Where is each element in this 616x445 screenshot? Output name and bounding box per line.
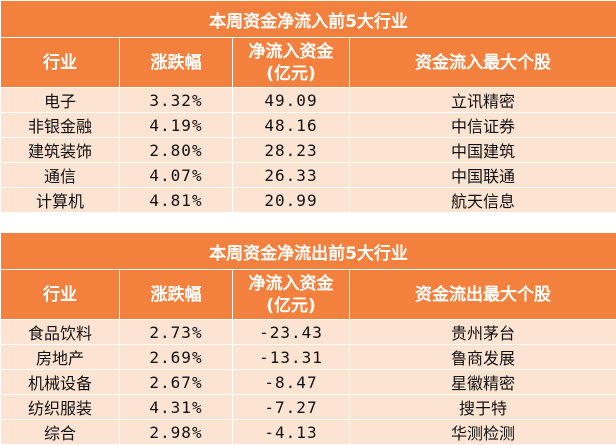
industry-cell: 房地产 xyxy=(1,345,120,370)
top-stock-cell: 贵州茅台 xyxy=(350,320,616,345)
industry-cell: 电子 xyxy=(1,88,120,113)
header-top-stock: 资金流出最大个股 xyxy=(350,270,616,320)
header-net-inflow: 净流入资金(亿元) xyxy=(233,38,350,88)
table-gap xyxy=(0,215,616,232)
header-net-inflow-text: 净流入资金(亿元) xyxy=(249,274,334,316)
change-cell: 2.69% xyxy=(120,345,233,370)
net-flow-cell: -13.31 xyxy=(233,345,350,370)
top-stock-cell: 中国联通 xyxy=(350,163,616,188)
top-stock-cell: 华测检测 xyxy=(350,420,616,445)
top-stock-cell: 中国建筑 xyxy=(350,138,616,163)
net-flow-cell: 20.99 xyxy=(233,188,350,213)
change-cell: 4.19% xyxy=(120,113,233,138)
net-flow-cell: 26.33 xyxy=(233,163,350,188)
industry-cell: 通信 xyxy=(1,163,120,188)
header-net-inflow: 净流入资金(亿元) xyxy=(233,270,350,320)
top-stock-cell: 搜于特 xyxy=(350,395,616,420)
industry-cell: 综合 xyxy=(1,420,120,445)
header-industry: 行业 xyxy=(1,270,120,320)
change-cell: 4.31% xyxy=(120,395,233,420)
net-flow-cell: -7.27 xyxy=(233,395,350,420)
industry-cell: 非银金融 xyxy=(1,113,120,138)
change-cell: 2.98% xyxy=(120,420,233,445)
header-industry: 行业 xyxy=(1,38,120,88)
change-cell: 2.73% xyxy=(120,320,233,345)
top-stock-cell: 立讯精密 xyxy=(350,88,616,113)
change-cell: 4.81% xyxy=(120,188,233,213)
header-change: 涨跌幅 xyxy=(120,270,233,320)
inflow-table-title: 本周资金净流入前5大行业 xyxy=(1,1,616,38)
top-stock-cell: 鲁商发展 xyxy=(350,345,616,370)
net-flow-cell: 48.16 xyxy=(233,113,350,138)
industry-cell: 计算机 xyxy=(1,188,120,213)
net-flow-cell: -4.13 xyxy=(233,420,350,445)
header-change: 涨跌幅 xyxy=(120,38,233,88)
top-stock-cell: 航天信息 xyxy=(350,188,616,213)
industry-cell: 纺织服装 xyxy=(1,395,120,420)
outflow-table: 本周资金净流出前5大行业 行业 涨跌幅 净流入资金(亿元) 资金流出最大个股 食… xyxy=(0,232,616,445)
change-cell: 2.80% xyxy=(120,138,233,163)
change-cell: 3.32% xyxy=(120,88,233,113)
change-cell: 4.07% xyxy=(120,163,233,188)
net-flow-cell: -8.47 xyxy=(233,370,350,395)
outflow-table-title: 本周资金净流出前5大行业 xyxy=(1,233,616,270)
net-flow-cell: 49.09 xyxy=(233,88,350,113)
industry-cell: 食品饮料 xyxy=(1,320,120,345)
top-stock-cell: 中信证券 xyxy=(350,113,616,138)
header-top-stock: 资金流入最大个股 xyxy=(350,38,616,88)
header-net-inflow-text: 净流入资金(亿元) xyxy=(249,42,334,84)
industry-cell: 机械设备 xyxy=(1,370,120,395)
net-flow-cell: -23.43 xyxy=(233,320,350,345)
net-flow-cell: 28.23 xyxy=(233,138,350,163)
top-stock-cell: 星徽精密 xyxy=(350,370,616,395)
outflow-header-row: 行业 涨跌幅 净流入资金(亿元) 资金流出最大个股 xyxy=(1,270,616,320)
inflow-table: 本周资金净流入前5大行业 行业 涨跌幅 净流入资金(亿元) 资金流入最大个股 电… xyxy=(0,0,616,213)
change-cell: 2.67% xyxy=(120,370,233,395)
inflow-header-row: 行业 涨跌幅 净流入资金(亿元) 资金流入最大个股 xyxy=(1,38,616,88)
industry-cell: 建筑装饰 xyxy=(1,138,120,163)
